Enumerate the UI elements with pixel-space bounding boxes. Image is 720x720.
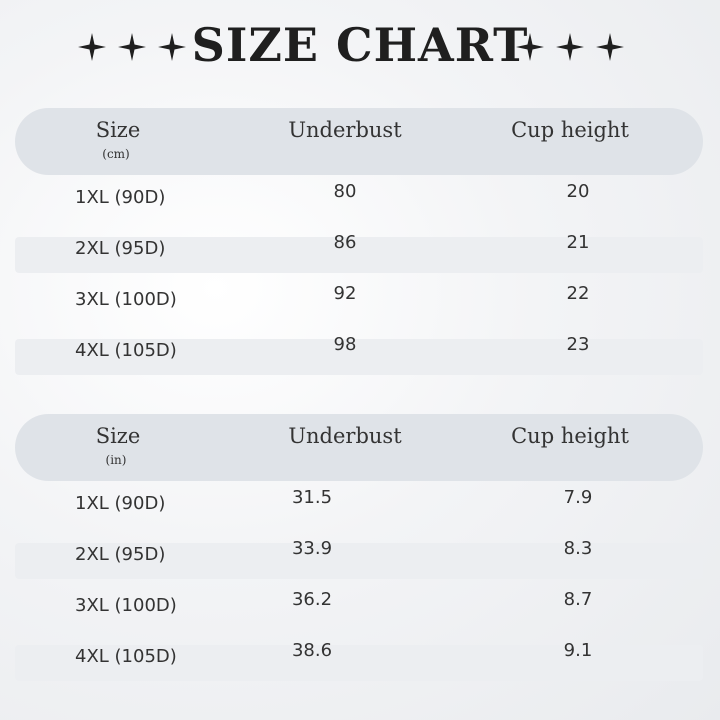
size-table: Size Underbust Cup height (cm) 1XL (90D) 80 20… xyxy=(0,108,720,378)
row-band xyxy=(15,543,703,579)
unit-label: (cm) xyxy=(102,147,130,161)
underbust-cell: 86 xyxy=(333,232,357,253)
underbust-cell: 33.9 xyxy=(291,538,333,559)
header-cell: Cup height xyxy=(511,424,629,448)
row-band xyxy=(15,645,703,681)
cup-height-cell: 8.7 xyxy=(563,589,593,610)
header-cell: Underbust xyxy=(288,118,402,142)
stars-right xyxy=(516,33,624,61)
row-band xyxy=(15,339,703,375)
size-cell: 2XL (95D) xyxy=(75,238,166,259)
cup-height-cell: 8.3 xyxy=(563,538,593,559)
underbust-cell: 98 xyxy=(333,334,357,355)
unit-label: (in) xyxy=(105,453,127,467)
underbust-cell: 92 xyxy=(333,283,357,304)
table-header xyxy=(15,108,703,175)
cup-height-cell: 22 xyxy=(566,283,590,304)
cup-height-cell: 23 xyxy=(566,334,590,355)
header-cell: Size xyxy=(95,118,141,142)
underbust-cell: 36.2 xyxy=(291,589,333,610)
cup-height-cell: 9.1 xyxy=(563,640,593,661)
size-cell: 4XL (105D) xyxy=(75,340,177,361)
size-cell: 4XL (105D) xyxy=(75,646,177,667)
size-cell: 3XL (100D) xyxy=(75,595,177,616)
size-cell: 3XL (100D) xyxy=(75,289,177,310)
cup-height-cell: 21 xyxy=(566,232,590,253)
header-cell: Underbust xyxy=(288,424,402,448)
header-cell: Size xyxy=(95,424,141,448)
underbust-cell: 80 xyxy=(333,181,357,202)
title: SIZE CHART xyxy=(191,18,529,72)
cup-height-cell: 20 xyxy=(566,181,590,202)
size-cell: 2XL (95D) xyxy=(75,544,166,565)
header-cell: Cup height xyxy=(511,118,629,142)
cup-height-cell: 7.9 xyxy=(563,487,593,508)
size-cell: 1XL (90D) xyxy=(75,187,166,208)
size-cell: 1XL (90D) xyxy=(75,493,166,514)
table-header xyxy=(15,414,703,481)
size-table: Size Underbust Cup height (in) 1XL (90D) 31.5… xyxy=(0,414,720,684)
underbust-cell: 31.5 xyxy=(291,487,333,508)
row-band xyxy=(15,237,703,273)
underbust-cell: 38.6 xyxy=(291,640,333,661)
stars-left xyxy=(78,33,186,61)
